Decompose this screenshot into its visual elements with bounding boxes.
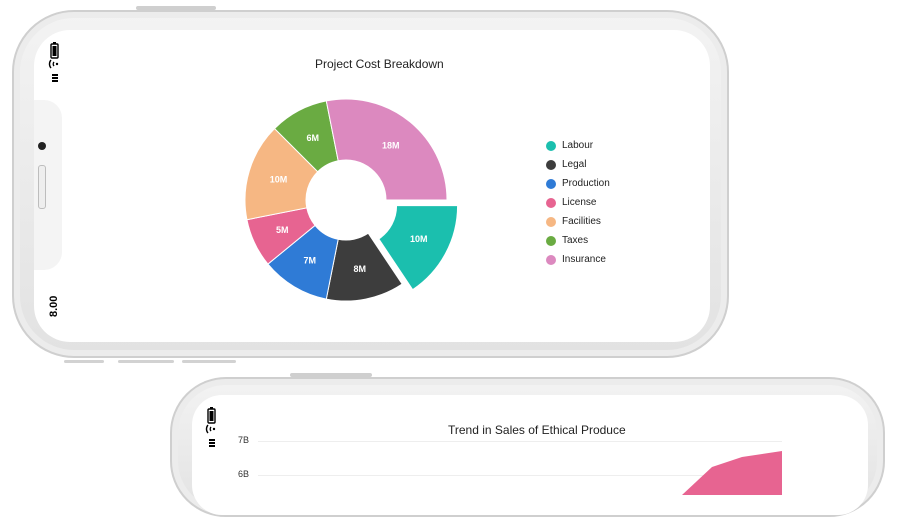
y-tick-label: 6B bbox=[238, 469, 250, 479]
legend-marker bbox=[546, 197, 556, 208]
legend-label: Production bbox=[562, 178, 610, 189]
signal-icon bbox=[52, 74, 58, 82]
legend-item-facilities[interactable]: Facilities bbox=[546, 212, 610, 231]
chart-legend: Labour Legal Production License Facilities Ta… bbox=[546, 136, 610, 269]
legend-item-production[interactable]: Production bbox=[546, 174, 610, 193]
side-button bbox=[182, 360, 236, 363]
wifi-icon bbox=[48, 59, 59, 69]
area-mark bbox=[682, 451, 782, 495]
data-label-labour: 10M bbox=[410, 234, 428, 244]
legend-item-insurance[interactable]: Insurance bbox=[546, 250, 610, 269]
data-label-insurance: 18M bbox=[382, 141, 400, 151]
side-button bbox=[64, 360, 104, 363]
notch bbox=[34, 100, 62, 270]
battery-icon bbox=[207, 407, 216, 424]
legend-marker bbox=[546, 140, 556, 151]
battery-icon bbox=[50, 42, 59, 59]
phone-screen: Trend in Sales of Ethical Produce 7B 6B bbox=[192, 395, 868, 515]
chart-title: Trend in Sales of Ethical Produce bbox=[448, 423, 626, 437]
pie-slice-insurance[interactable] bbox=[325, 98, 448, 201]
legend-label: Insurance bbox=[562, 254, 606, 265]
legend-marker bbox=[546, 178, 556, 189]
status-icons bbox=[205, 407, 216, 447]
phone-screen: 8.00 Project Cost Breakdown 10M 8M 7M 5M 10M… bbox=[34, 30, 710, 342]
legend-label: Legal bbox=[562, 159, 587, 170]
legend-label: Labour bbox=[562, 140, 594, 151]
legend-label: Facilities bbox=[562, 216, 601, 227]
chart-title: Project Cost Breakdown bbox=[315, 57, 444, 71]
legend-item-legal[interactable]: Legal bbox=[546, 155, 610, 174]
legend-marker bbox=[546, 254, 556, 265]
legend-label: Taxes bbox=[562, 235, 589, 246]
legend-marker bbox=[546, 159, 556, 170]
volume-button bbox=[136, 6, 216, 10]
status-icons bbox=[48, 42, 59, 82]
phone-frame-landscape: 8.00 Project Cost Breakdown 10M 8M 7M 5M 10M… bbox=[12, 6, 729, 363]
data-label-taxes: 6M bbox=[307, 133, 320, 143]
pie-chart: 10M 8M 7M 5M 10M 6M 18M bbox=[244, 98, 459, 302]
area-series bbox=[682, 451, 782, 495]
side-button bbox=[118, 360, 174, 363]
signal-icon bbox=[209, 439, 215, 447]
volume-button bbox=[290, 373, 372, 377]
status-time: 8.00 bbox=[48, 295, 60, 317]
data-label-facilities: 10M bbox=[270, 175, 288, 185]
legend-marker bbox=[546, 216, 556, 227]
wifi-icon bbox=[205, 424, 216, 434]
y-tick-label: 7B bbox=[238, 435, 250, 445]
legend-item-taxes[interactable]: Taxes bbox=[546, 231, 610, 250]
data-label-production: 7M bbox=[303, 255, 316, 265]
pie-slice-labour[interactable] bbox=[378, 205, 459, 291]
legend-marker bbox=[546, 235, 556, 246]
speaker-grille bbox=[38, 165, 46, 209]
legend-item-license[interactable]: License bbox=[546, 193, 610, 212]
legend-label: License bbox=[562, 197, 597, 208]
data-label-license: 5M bbox=[276, 225, 289, 235]
gridline bbox=[258, 441, 782, 442]
camera-icon bbox=[38, 142, 46, 150]
gridline bbox=[258, 475, 782, 476]
legend-item-labour[interactable]: Labour bbox=[546, 136, 610, 155]
phone-frame-landscape: Trend in Sales of Ethical Produce 7B 6B bbox=[170, 373, 885, 517]
data-label-legal: 8M bbox=[353, 264, 366, 274]
